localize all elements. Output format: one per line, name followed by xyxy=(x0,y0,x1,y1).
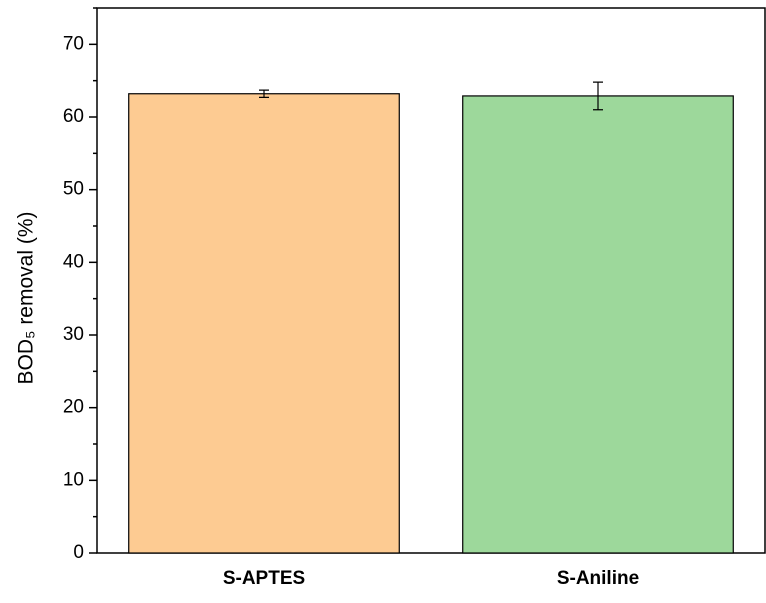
y-tick-label: 70 xyxy=(63,33,84,54)
plot-frame xyxy=(96,7,766,554)
y-tick-label: 20 xyxy=(63,397,84,418)
error-bar xyxy=(593,81,603,111)
y-tick-label: 0 xyxy=(73,542,84,563)
y-tick-label: 60 xyxy=(63,106,84,127)
error-bar xyxy=(259,89,269,98)
bar xyxy=(462,95,734,554)
x-tick-label: S-APTES xyxy=(223,568,305,589)
bar xyxy=(128,93,400,554)
y-tick-label: 30 xyxy=(63,324,84,345)
y-axis-label: BOD₅ removal (%) xyxy=(15,212,38,385)
x-tick-label: S-Aniline xyxy=(557,568,639,589)
y-tick-label: 50 xyxy=(63,179,84,200)
y-tick-label: 10 xyxy=(63,469,84,490)
y-tick-label: 40 xyxy=(63,251,84,272)
